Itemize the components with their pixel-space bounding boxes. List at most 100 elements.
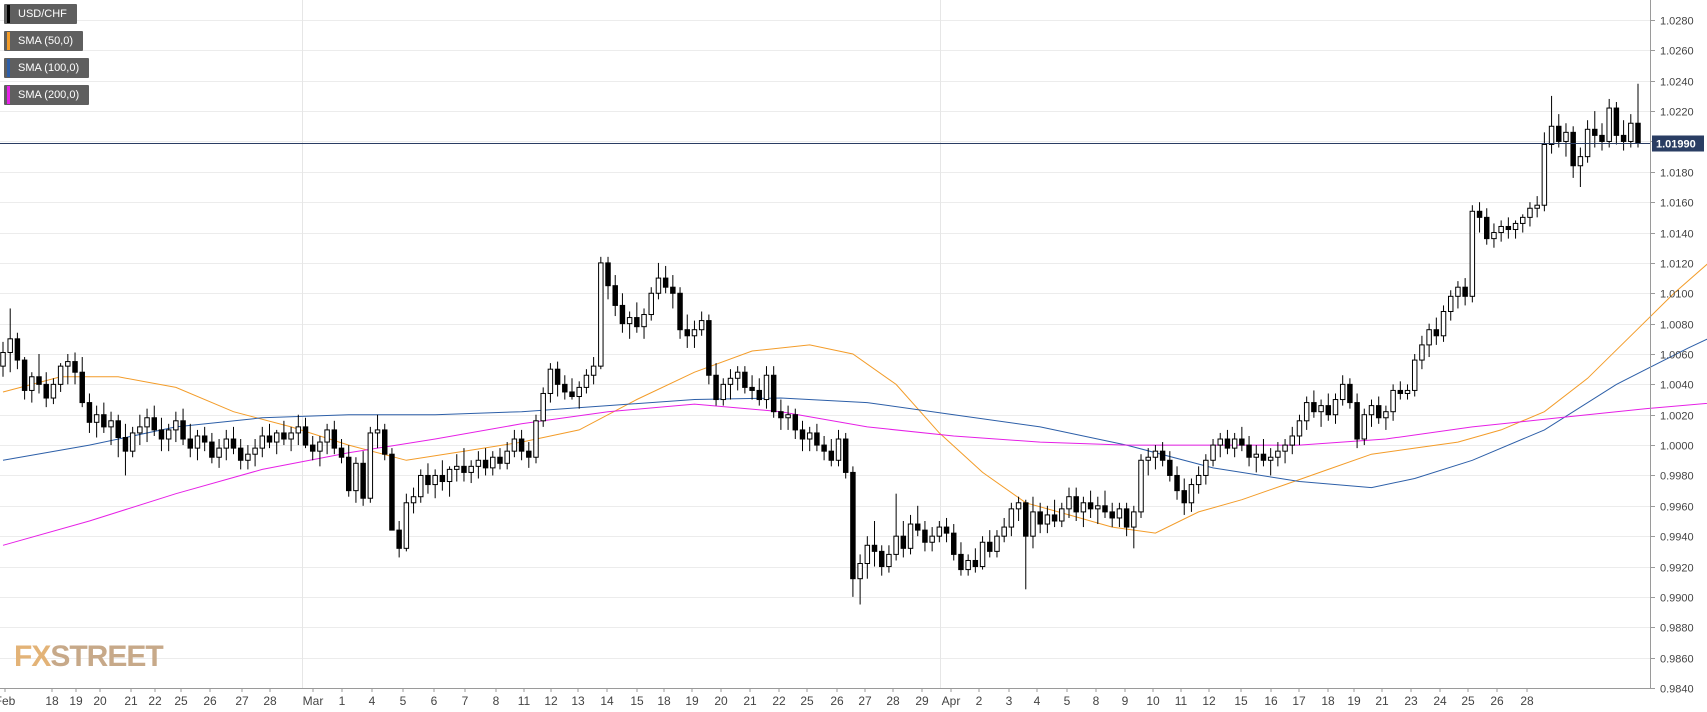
legend-item[interactable]: USD/CHF xyxy=(4,4,77,24)
candle-body-up xyxy=(576,386,582,398)
candle-body-down xyxy=(1311,402,1317,413)
candle xyxy=(612,275,618,317)
candle-body-up xyxy=(1138,459,1144,513)
candle xyxy=(144,408,150,443)
x-tick-label: 21 xyxy=(124,694,138,708)
candle xyxy=(331,420,338,455)
candle xyxy=(252,439,258,467)
legend-label: USD/CHF xyxy=(18,8,67,20)
x-tick-label: 2 xyxy=(976,694,983,708)
candle xyxy=(1635,83,1641,148)
legend-item[interactable]: SMA (100,0) xyxy=(4,58,90,78)
y-tick-label: 1.0060 xyxy=(1660,350,1694,362)
candle xyxy=(324,423,330,455)
candle xyxy=(533,414,539,464)
candle-body-down xyxy=(1181,490,1187,504)
y-tick-label: 0.9880 xyxy=(1660,623,1694,635)
legend-label: SMA (100,0) xyxy=(18,62,80,74)
candle-body-down xyxy=(461,465,467,473)
candle xyxy=(511,429,518,458)
x-tick-label: 27 xyxy=(858,694,872,708)
candle-body-down xyxy=(1397,389,1404,394)
candle-body-up xyxy=(1383,411,1389,419)
candle xyxy=(50,378,57,405)
y-tick-label: 1.0260 xyxy=(1660,46,1694,58)
x-tick-label: 7 xyxy=(462,694,469,708)
candle-body-up xyxy=(1390,389,1396,413)
candle xyxy=(1512,220,1519,239)
x-tick-label: 15 xyxy=(630,694,644,708)
candle xyxy=(958,542,964,576)
fxstreet-logo: FXSTREET xyxy=(14,640,164,674)
candle-body-down xyxy=(619,304,626,325)
candle xyxy=(201,426,208,452)
candle xyxy=(583,369,590,394)
candle-body-down xyxy=(331,429,338,449)
candle-body-up xyxy=(1267,456,1274,461)
candle-body-up xyxy=(1217,438,1223,446)
candle xyxy=(821,435,827,461)
candle-body-up xyxy=(468,465,474,473)
x-tick-label: Mar xyxy=(303,694,324,708)
candle-body-up xyxy=(936,526,943,537)
candle-body-down xyxy=(828,450,835,461)
candle xyxy=(504,442,510,470)
candle xyxy=(1455,281,1461,309)
candle xyxy=(1570,126,1576,178)
x-tick-label: 19 xyxy=(1347,694,1361,708)
candle xyxy=(1476,202,1483,233)
candle-body-down xyxy=(1505,225,1512,231)
candle-body-up xyxy=(129,432,136,452)
candle xyxy=(1318,399,1324,427)
candle-body-up xyxy=(641,314,647,328)
candle xyxy=(684,314,690,348)
candle xyxy=(1073,487,1079,521)
legend-item[interactable]: SMA (50,0) xyxy=(4,31,84,51)
candle xyxy=(871,521,878,567)
candle-body-up xyxy=(317,441,323,452)
candle-body-up xyxy=(1066,496,1072,510)
candle xyxy=(36,354,42,394)
candle xyxy=(187,423,194,458)
candle-body-up xyxy=(1584,128,1591,158)
candle xyxy=(21,357,28,400)
candle xyxy=(1217,432,1223,458)
candle xyxy=(619,293,626,333)
legend-item[interactable]: SMA (200,0) xyxy=(4,85,90,105)
candle-body-down xyxy=(122,437,129,452)
candle-body-down xyxy=(1087,502,1094,510)
candle-body-down xyxy=(972,559,979,568)
x-tick-label: 18 xyxy=(45,694,59,708)
candle-body-up xyxy=(353,462,359,492)
legend-swatch xyxy=(7,32,10,50)
candle-body-up xyxy=(1368,405,1375,416)
candle xyxy=(338,439,345,464)
candle-body-up xyxy=(598,262,604,367)
candle xyxy=(1087,490,1094,518)
candle-body-down xyxy=(101,414,107,428)
candle-body-down xyxy=(1592,128,1598,136)
candle-body-up xyxy=(540,392,546,422)
candle-body-up xyxy=(1303,402,1310,422)
candle xyxy=(850,466,856,597)
candle xyxy=(173,411,179,443)
candle xyxy=(1484,208,1490,245)
candle xyxy=(662,265,669,294)
candle-body-down xyxy=(1484,216,1490,240)
x-tick-label: 5 xyxy=(1064,694,1071,708)
candle xyxy=(1404,384,1411,400)
candle xyxy=(785,405,791,430)
candle xyxy=(979,536,986,570)
candle xyxy=(1116,502,1123,528)
candle xyxy=(929,527,935,552)
x-tick-label: 4 xyxy=(369,694,376,708)
candle xyxy=(1584,120,1591,163)
candle xyxy=(806,426,813,452)
x-tick-label: 26 xyxy=(1490,694,1504,708)
candle xyxy=(540,387,546,427)
candle xyxy=(828,439,835,467)
candle-body-up xyxy=(929,535,935,543)
candle xyxy=(245,445,251,470)
candle xyxy=(526,442,532,468)
candle-body-up xyxy=(1577,156,1584,167)
